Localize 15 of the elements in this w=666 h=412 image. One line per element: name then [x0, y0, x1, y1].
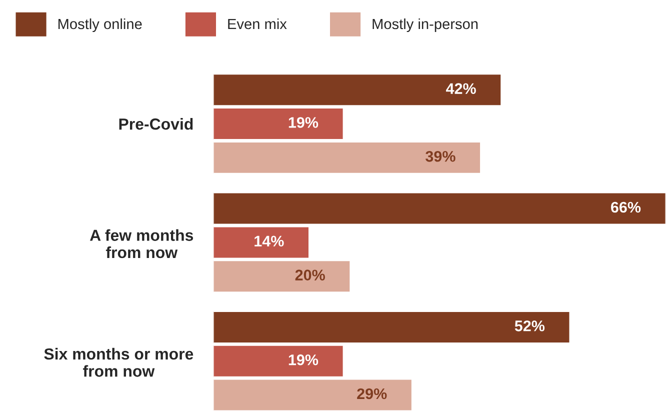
data-label: 42% [446, 83, 476, 94]
y-tick-label: A few months from now [90, 229, 194, 258]
data-label: 19% [288, 117, 318, 128]
data-label: 52% [514, 320, 545, 332]
data-label: 39% [426, 150, 456, 162]
legend-label: Mostly online [58, 18, 142, 32]
data-label: 14% [254, 236, 284, 247]
y-tick-label: Pre-Covid [119, 118, 193, 130]
data-label: 20% [295, 270, 325, 280]
data-label: 66% [611, 202, 641, 213]
data-label: 29% [357, 388, 387, 400]
legend-label: Mostly in-person [372, 18, 478, 32]
y-tick-label: Six months or more from now [44, 348, 194, 377]
data-label: 19% [288, 354, 318, 366]
legend-label: Even mix [228, 18, 287, 30]
